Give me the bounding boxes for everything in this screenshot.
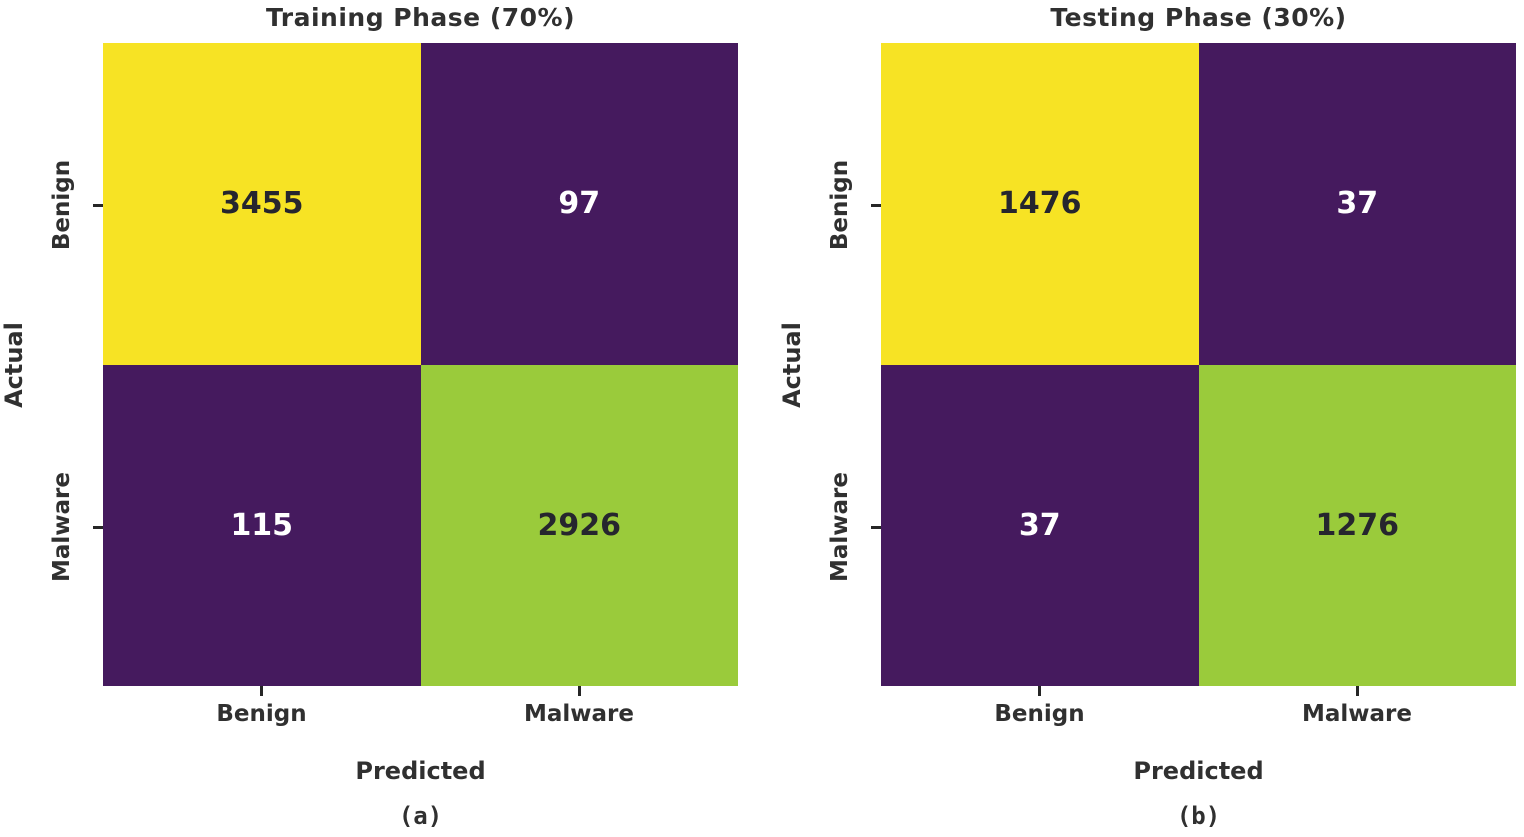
training-caption: (a) — [398, 802, 443, 830]
testing-xtick-mark-malware — [1356, 686, 1359, 696]
testing-title: Testing Phase (30%) — [1050, 2, 1347, 32]
testing-caption: (b) — [1176, 802, 1221, 830]
training-xtick-benign: Benign — [216, 701, 307, 727]
training-xtick-malware: Malware — [523, 701, 634, 727]
testing-cell-actual-benign-pred-malware: 37 — [1198, 43, 1516, 365]
testing-xlabel: Predicted — [1133, 757, 1264, 785]
training-xlabel: Predicted — [355, 757, 486, 785]
testing-xtick-malware: Malware — [1301, 701, 1412, 727]
training-cell-actual-malware-pred-benign: 115 — [103, 364, 421, 686]
testing-heatmap: 1476 37 37 1276 — [881, 43, 1516, 686]
training-ytick-mark-malware — [93, 526, 103, 529]
testing-xtick-benign: Benign — [994, 701, 1085, 727]
testing-xtick-mark-benign — [1038, 686, 1041, 696]
training-xtick-mark-benign — [260, 686, 263, 696]
training-ytick-malware: Malware — [49, 471, 75, 583]
testing-ytick-mark-benign — [871, 204, 881, 207]
training-cell-actual-benign-pred-benign: 3455 — [103, 43, 421, 365]
training-xtick-mark-malware — [578, 686, 581, 696]
training-ytick-mark-benign — [93, 204, 103, 207]
training-title: Training Phase (70%) — [265, 2, 576, 32]
training-subplot: Training Phase (70%) Actual Benign Malwa… — [0, 0, 746, 837]
training-heatmap: 3455 97 115 2926 — [103, 43, 738, 686]
training-cell-actual-malware-pred-malware: 2926 — [420, 364, 738, 686]
testing-ylabel: Actual — [778, 322, 806, 408]
testing-ytick-benign: Benign — [827, 159, 853, 251]
testing-cell-actual-benign-pred-benign: 1476 — [881, 43, 1199, 365]
testing-subplot: Testing Phase (30%) Actual Benign Malwar… — [778, 0, 1524, 837]
training-ytick-benign: Benign — [49, 159, 75, 251]
testing-cell-actual-malware-pred-benign: 37 — [881, 364, 1199, 686]
testing-cell-actual-malware-pred-malware: 1276 — [1198, 364, 1516, 686]
training-cell-actual-benign-pred-malware: 97 — [420, 43, 738, 365]
testing-ytick-mark-malware — [871, 526, 881, 529]
testing-ytick-malware: Malware — [827, 471, 853, 583]
training-ylabel: Actual — [0, 322, 28, 408]
